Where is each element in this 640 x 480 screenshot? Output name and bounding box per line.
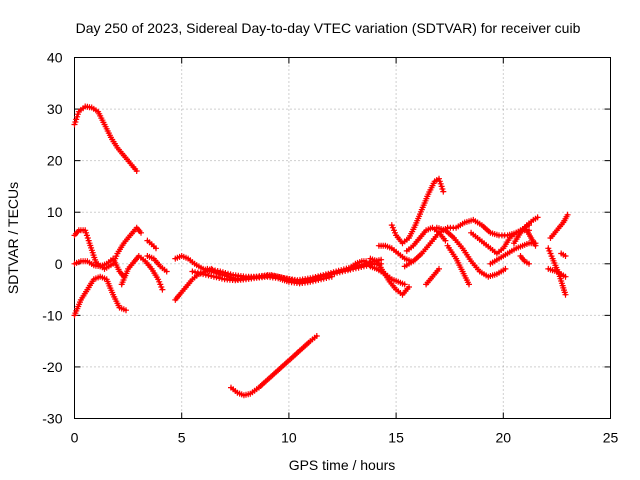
series-markers bbox=[367, 263, 408, 288]
series-markers bbox=[144, 237, 159, 252]
series-arc-31 bbox=[558, 250, 569, 259]
series-arc-29 bbox=[545, 265, 569, 280]
x-tick-label: 0 bbox=[71, 430, 79, 446]
series-markers bbox=[511, 214, 541, 247]
series-arc-17 bbox=[388, 175, 447, 247]
series-arc-27 bbox=[523, 227, 539, 249]
series-arc-5 bbox=[71, 273, 129, 319]
series-markers bbox=[71, 255, 127, 280]
y-axis-label: SDTVAR / TECUs bbox=[5, 182, 21, 294]
series-arc-25 bbox=[511, 214, 541, 247]
series-markers bbox=[517, 253, 532, 267]
series-markers bbox=[545, 265, 569, 280]
series-arc-6 bbox=[118, 253, 166, 293]
series-markers bbox=[547, 211, 571, 241]
series-markers bbox=[118, 253, 166, 293]
series-markers bbox=[487, 240, 539, 267]
y-tick-label: 40 bbox=[47, 50, 63, 66]
data-series bbox=[71, 103, 571, 399]
y-tick-label: 20 bbox=[47, 153, 63, 169]
series-markers bbox=[144, 253, 170, 275]
series-arc-14 bbox=[375, 242, 415, 265]
series-markers bbox=[228, 333, 320, 399]
series-markers bbox=[558, 250, 569, 259]
x-tick-labels: 0 5 10 15 20 25 bbox=[71, 430, 619, 446]
x-tick-label: 20 bbox=[496, 430, 512, 446]
y-tick-label: -20 bbox=[42, 359, 62, 375]
series-arc-8 bbox=[144, 253, 170, 275]
axis-ticks bbox=[74, 57, 611, 419]
series-arc-21 bbox=[433, 224, 509, 280]
x-tick-label: 10 bbox=[281, 430, 297, 446]
series-arc-22 bbox=[444, 242, 472, 288]
series-markers bbox=[433, 224, 509, 280]
series-arc-19 bbox=[403, 224, 449, 254]
y-tick-labels: -30 -20 -10 0 10 20 30 40 bbox=[42, 50, 62, 427]
series-arc-20 bbox=[423, 265, 442, 288]
series-markers bbox=[71, 103, 140, 174]
series-arc-13 bbox=[345, 258, 370, 272]
series-arc-4 bbox=[71, 255, 127, 280]
y-tick-label: 30 bbox=[47, 101, 63, 117]
y-tick-label: 0 bbox=[55, 256, 63, 272]
series-markers bbox=[423, 265, 442, 288]
series-markers bbox=[375, 242, 415, 265]
x-tick-label: 25 bbox=[603, 430, 619, 446]
series-markers bbox=[345, 258, 370, 272]
x-tick-label: 15 bbox=[388, 430, 404, 446]
series-arc-24 bbox=[487, 240, 539, 267]
chart-title: Day 250 of 2023, Sidereal Day-to-day VTE… bbox=[76, 20, 581, 36]
series-markers bbox=[403, 224, 449, 254]
series-arc-26 bbox=[517, 253, 532, 267]
series-markers bbox=[388, 175, 447, 247]
series-arc-12 bbox=[228, 333, 320, 399]
series-markers bbox=[523, 227, 539, 249]
series-trace bbox=[390, 177, 445, 245]
series-markers bbox=[444, 242, 472, 288]
x-axis-label: GPS time / hours bbox=[289, 457, 396, 473]
series-arc-1 bbox=[71, 103, 140, 174]
y-tick-label: 10 bbox=[47, 204, 63, 220]
series-arc-30 bbox=[547, 211, 571, 241]
y-tick-label: -30 bbox=[42, 411, 62, 427]
series-markers bbox=[71, 273, 129, 319]
x-tick-label: 5 bbox=[178, 430, 186, 446]
series-arc-16 bbox=[367, 263, 408, 288]
grid-lines bbox=[74, 57, 611, 419]
series-arc-3 bbox=[144, 237, 159, 252]
y-tick-label: -10 bbox=[42, 307, 62, 323]
